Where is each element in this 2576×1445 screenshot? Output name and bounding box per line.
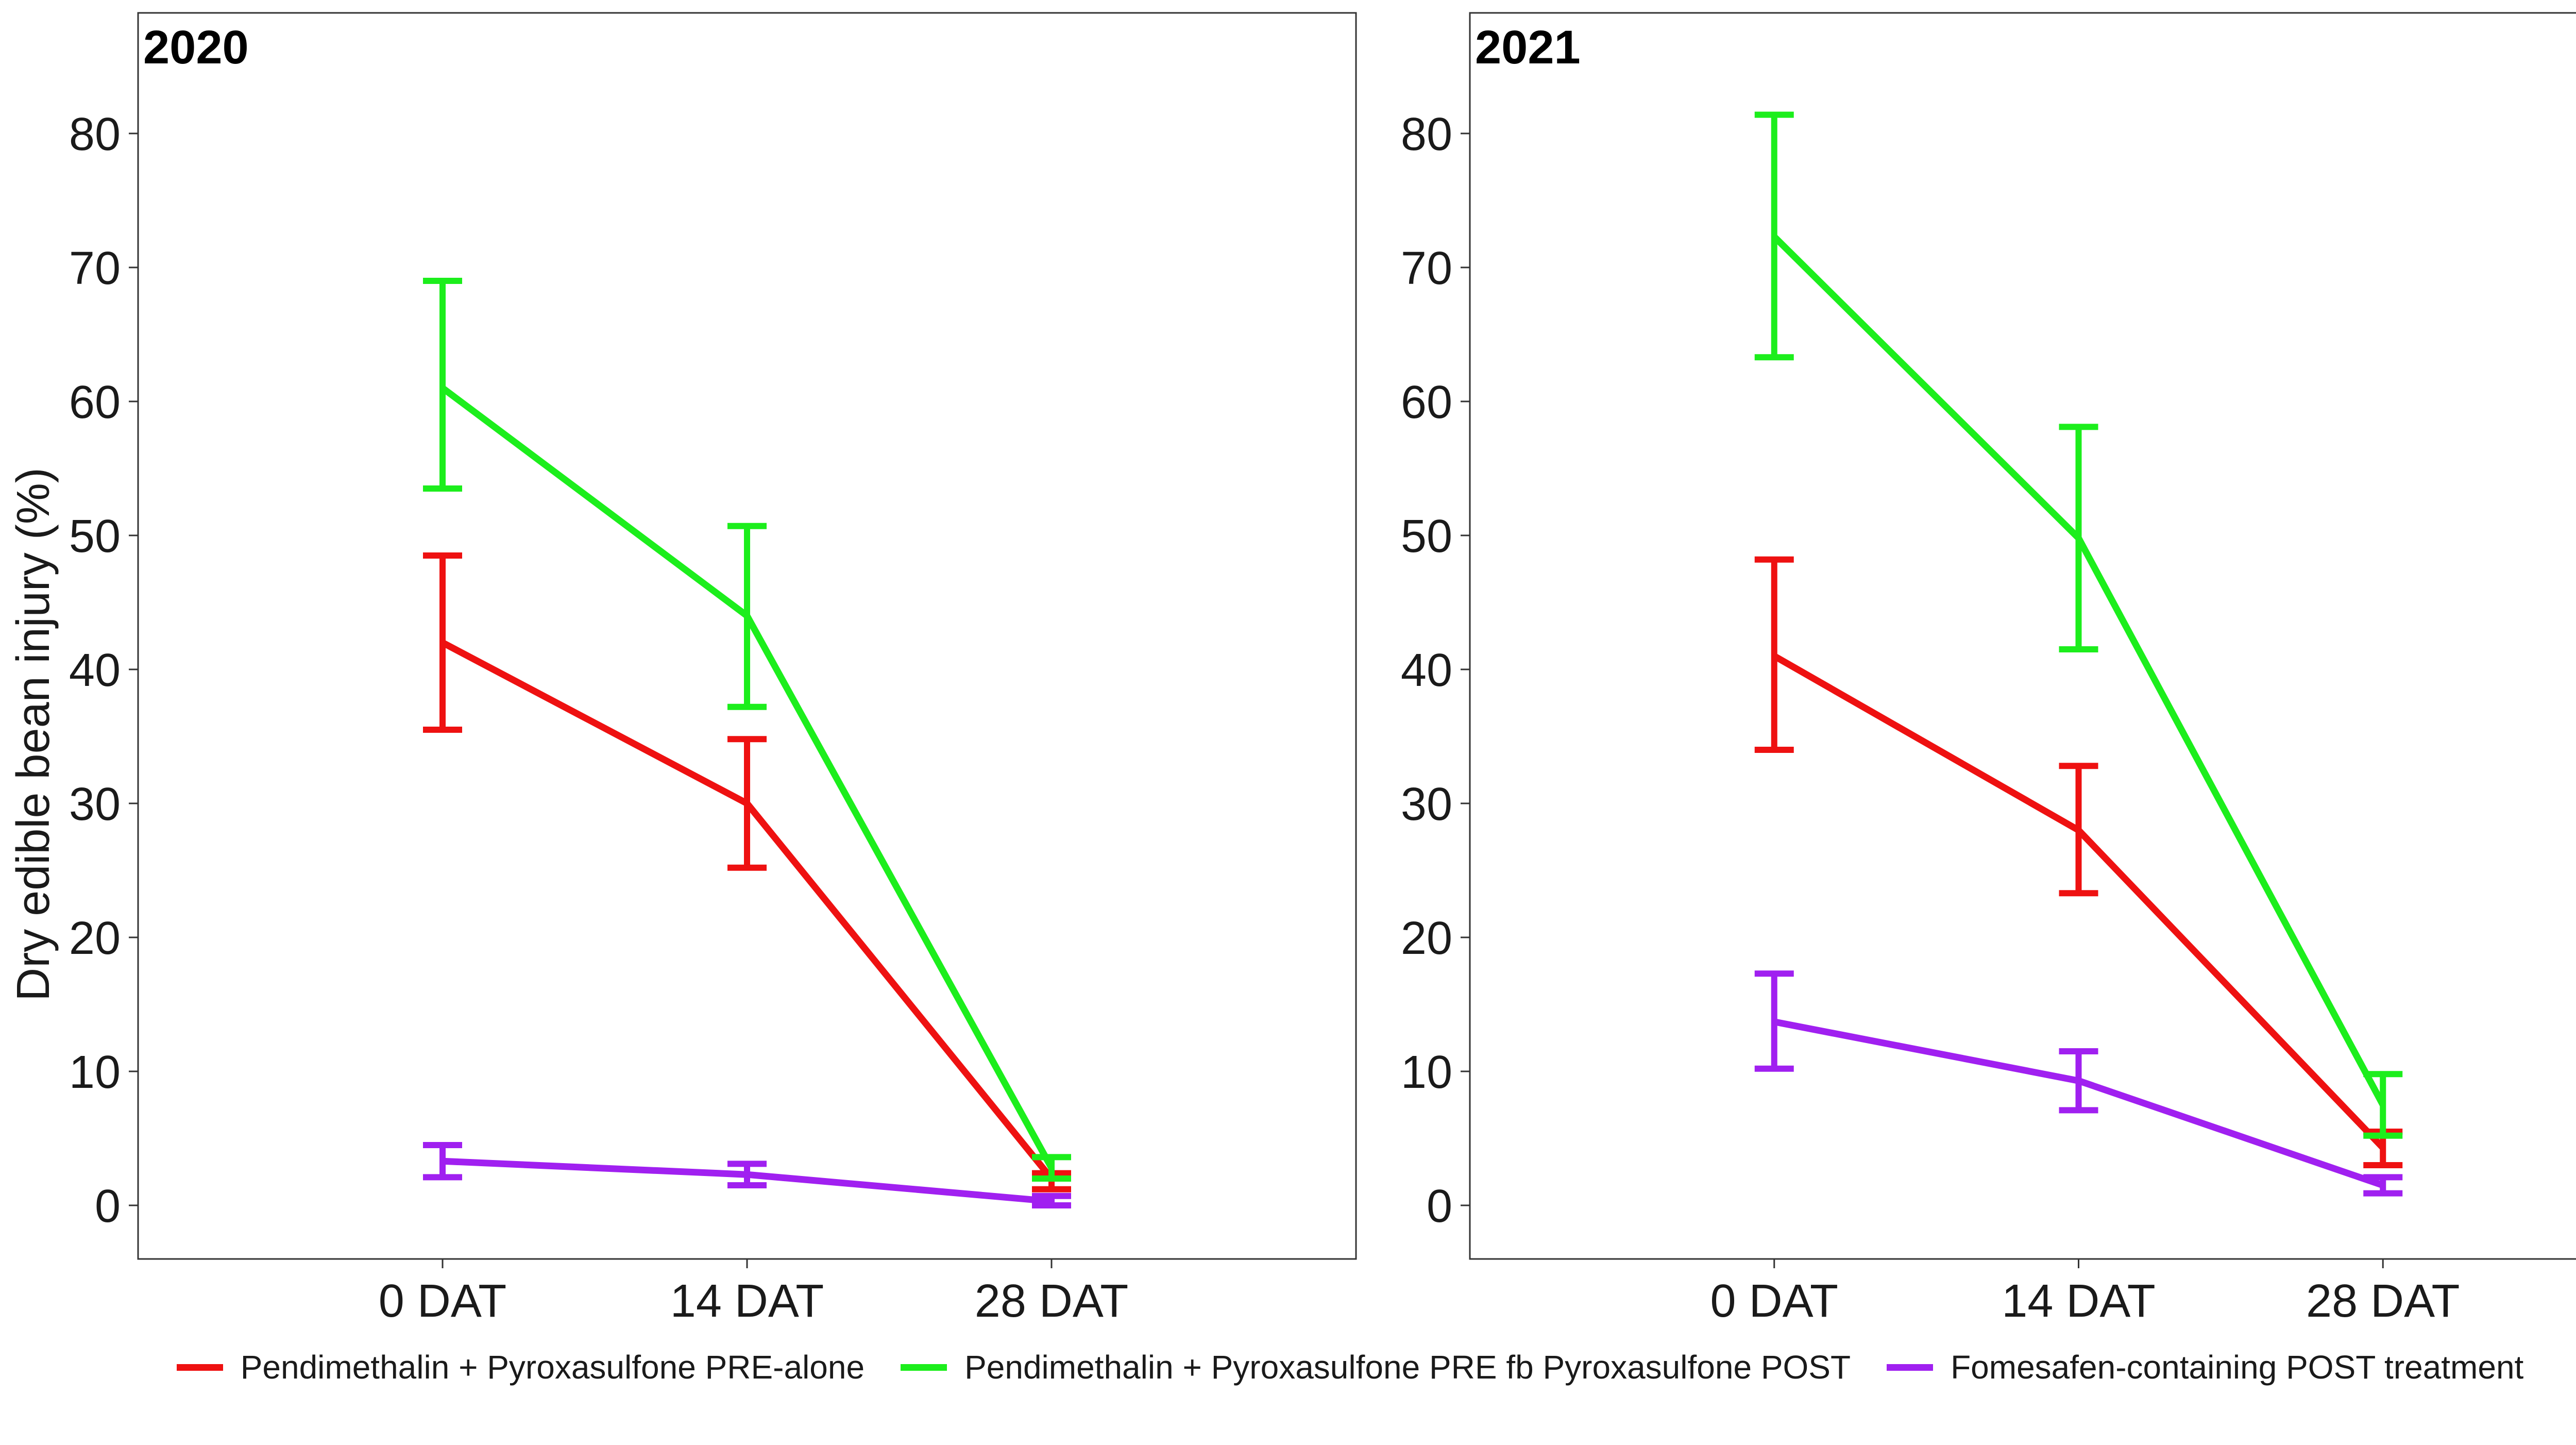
y-tick-label: 0 <box>1427 1181 1452 1232</box>
y-tick-label: 70 <box>69 243 121 294</box>
x-tick-label: 28 DAT <box>2306 1275 2460 1327</box>
y-tick-label: 50 <box>1401 511 1452 562</box>
y-tick-label: 40 <box>1401 645 1452 696</box>
y-tick-label: 0 <box>95 1181 121 1232</box>
y-tick-label: 40 <box>69 645 121 696</box>
y-tick-label: 80 <box>1401 109 1452 160</box>
panel-label: 2020 <box>143 21 249 74</box>
x-tick-label: 14 DAT <box>670 1275 824 1327</box>
y-tick-label: 10 <box>1401 1047 1452 1098</box>
panel-label: 2021 <box>1475 21 1581 74</box>
legend: Pendimethalin + Pyroxasulfone PRE-alone P… <box>0 1339 2576 1396</box>
x-tick-label: 28 DAT <box>975 1275 1128 1327</box>
y-tick-label: 20 <box>1401 913 1452 964</box>
legend-label: Pendimethalin + Pyroxasulfone PRE-alone <box>240 1349 865 1386</box>
legend-key <box>1887 1364 1934 1371</box>
legend-key <box>901 1364 947 1371</box>
y-tick-label: 80 <box>69 109 121 160</box>
legend-item: Pendimethalin + Pyroxasulfone PRE-alone <box>176 1348 865 1386</box>
y-tick-label: 50 <box>69 511 121 562</box>
y-tick-label: 20 <box>69 913 121 964</box>
y-tick-label: 70 <box>1401 243 1452 294</box>
x-tick-label: 0 DAT <box>1710 1275 1838 1327</box>
y-tick-label: 10 <box>69 1047 121 1098</box>
y-tick-label: 30 <box>69 779 121 830</box>
legend-label: Fomesafen-containing POST treatment <box>1951 1349 2524 1386</box>
legend-item: Pendimethalin + Pyroxasulfone PRE fb Pyr… <box>901 1348 1851 1386</box>
legend-key <box>176 1364 223 1371</box>
y-tick-label: 30 <box>1401 779 1452 830</box>
y-axis-label: Dry edible bean injury (%) <box>8 467 59 1001</box>
x-tick-label: 14 DAT <box>2002 1275 2155 1327</box>
legend-label: Pendimethalin + Pyroxasulfone PRE fb Pyr… <box>964 1349 1851 1386</box>
legend-item: Fomesafen-containing POST treatment <box>1887 1348 2523 1386</box>
y-tick-label: 60 <box>69 377 121 428</box>
panel-frame <box>1469 12 2576 1260</box>
x-tick-label: 0 DAT <box>379 1275 506 1327</box>
y-tick-label: 60 <box>1401 377 1452 428</box>
